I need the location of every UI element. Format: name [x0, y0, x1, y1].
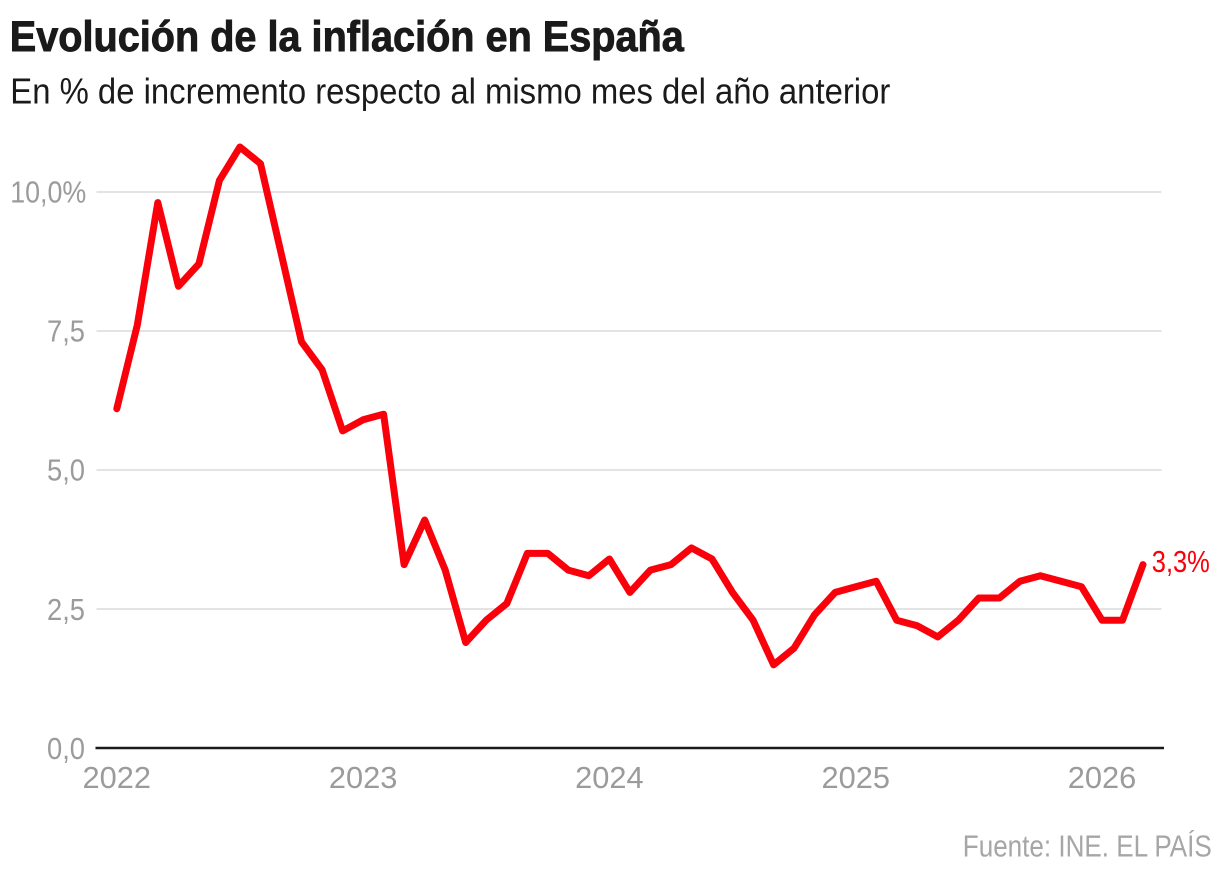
svg-text:2022: 2022 [83, 760, 152, 795]
svg-text:2024: 2024 [575, 760, 644, 795]
svg-text:Evolución de la inflación en E: Evolución de la inflación en España [10, 13, 685, 61]
svg-text:Fuente: INE. EL PAÍS: Fuente: INE. EL PAÍS [963, 828, 1212, 863]
svg-text:0,0: 0,0 [47, 731, 85, 766]
svg-text:2025: 2025 [822, 760, 891, 795]
svg-text:3,3%: 3,3% [1152, 544, 1210, 579]
svg-text:5,0: 5,0 [47, 453, 85, 488]
svg-text:2026: 2026 [1068, 760, 1137, 795]
svg-text:2,5: 2,5 [47, 592, 85, 627]
svg-text:2023: 2023 [329, 760, 398, 795]
svg-text:10,0%: 10,0% [10, 175, 86, 210]
svg-text:En % de incremento respecto al: En % de incremento respecto al mismo mes… [10, 71, 890, 112]
svg-text:7,5: 7,5 [47, 314, 85, 349]
